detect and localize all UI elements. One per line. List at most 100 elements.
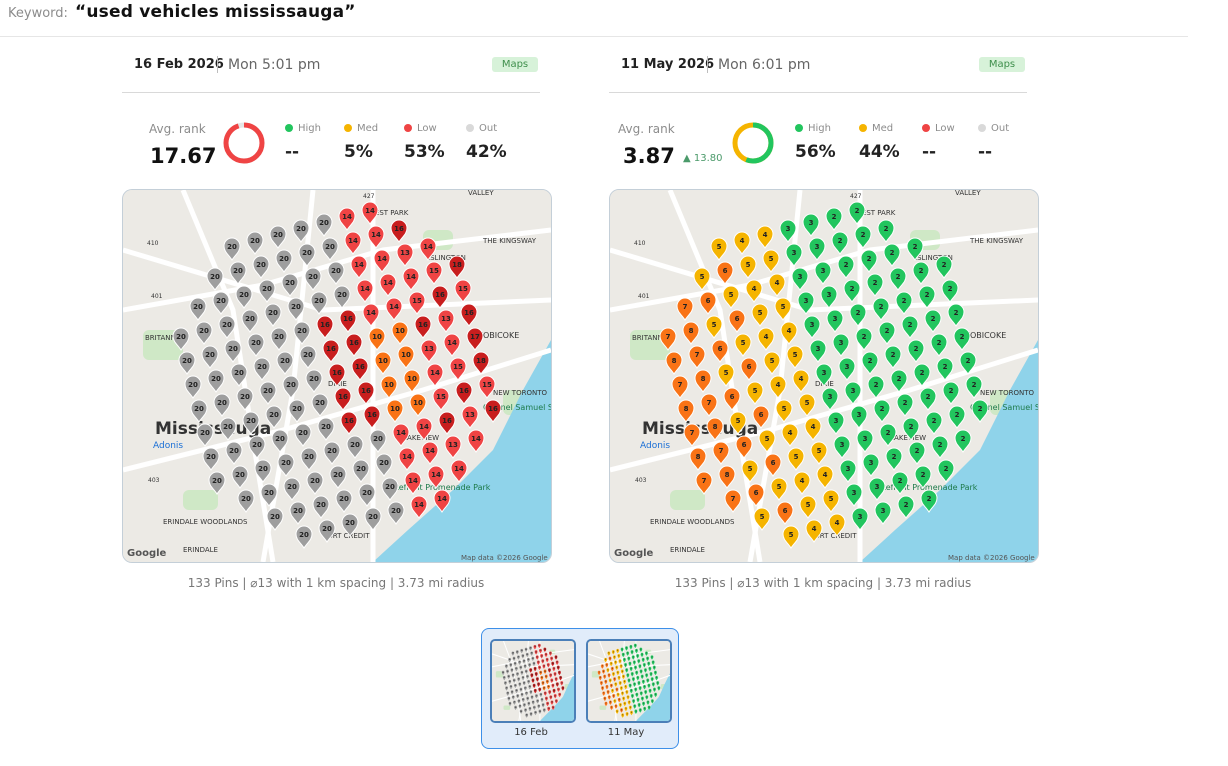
rank-pin[interactable]: 5 (775, 399, 793, 423)
rank-pin[interactable]: 10 (541, 680, 545, 686)
rank-pin[interactable]: 10 (374, 351, 392, 375)
rank-pin[interactable]: 14 (392, 423, 410, 447)
rank-pin[interactable]: 3 (845, 483, 863, 507)
rank-pin[interactable]: 14 (534, 650, 538, 655)
rank-pin[interactable]: 7 (700, 393, 718, 417)
rank-pin[interactable]: 20 (195, 321, 213, 345)
rank-pin[interactable]: 20 (513, 683, 518, 689)
rank-pin[interactable]: 20 (321, 237, 339, 261)
rank-pin[interactable]: 2 (843, 279, 861, 303)
rank-pin[interactable]: 2 (877, 219, 895, 243)
rank-pin[interactable]: 20 (306, 471, 324, 495)
rank-pin[interactable]: 3 (802, 213, 820, 237)
rank-map[interactable]: Mississauga ETOBICOKE THE KINGSWAY VALLEY WE… (609, 189, 1039, 563)
rank-pin[interactable]: 6 (615, 687, 619, 693)
rank-pin[interactable]: 2 (639, 691, 643, 697)
rank-pin[interactable]: 2 (643, 668, 648, 674)
rank-pin[interactable]: 14 (547, 706, 551, 712)
rank-pin[interactable]: 13 (544, 652, 548, 658)
rank-pin[interactable]: 20 (213, 393, 231, 417)
rank-pin[interactable]: 2 (959, 351, 977, 375)
rank-pin[interactable]: 20 (510, 668, 514, 674)
rank-pin[interactable]: 3 (630, 693, 635, 699)
rank-pin[interactable]: 20 (530, 695, 534, 701)
rank-pin[interactable]: 20 (522, 659, 526, 665)
rank-pin[interactable]: 3 (874, 501, 892, 525)
rank-pin[interactable]: 20 (523, 664, 527, 670)
rank-pin[interactable]: 20 (208, 471, 226, 495)
rank-pin[interactable]: 5 (722, 285, 740, 309)
rank-pin[interactable]: 6 (747, 483, 765, 507)
rank-pin[interactable]: 20 (504, 686, 509, 692)
rank-pin[interactable]: 2 (641, 701, 646, 707)
rank-pin[interactable]: 16 (414, 315, 432, 339)
rank-pin[interactable]: 2 (831, 231, 849, 255)
rank-pin[interactable]: 5 (617, 675, 621, 681)
rank-pin[interactable]: 3 (809, 339, 827, 363)
rank-pin[interactable]: 14 (338, 207, 356, 231)
rank-pin[interactable]: 15 (560, 680, 564, 686)
rank-pin[interactable]: 20 (387, 501, 405, 525)
rank-pin[interactable]: 16 (390, 219, 408, 243)
rank-pin[interactable]: 5 (739, 255, 757, 279)
rank-pin[interactable]: 20 (304, 267, 322, 291)
rank-pin[interactable]: 14 (467, 429, 485, 453)
rank-pin[interactable]: 20 (531, 656, 535, 662)
rank-pin[interactable]: 2 (931, 435, 949, 459)
rank-pin[interactable]: 16 (552, 688, 556, 694)
rank-pin[interactable]: 2 (644, 673, 649, 679)
rank-pin[interactable]: 2 (855, 327, 873, 351)
rank-pin[interactable]: 14 (533, 644, 537, 650)
rank-pin[interactable]: 20 (542, 708, 546, 714)
rank-pin[interactable]: 20 (317, 417, 335, 441)
rank-pin[interactable]: 2 (640, 652, 644, 658)
rank-pin[interactable]: 6 (735, 435, 753, 459)
rank-pin[interactable]: 6 (610, 666, 614, 672)
rank-pin[interactable]: 2 (630, 650, 634, 655)
rank-pin[interactable]: 6 (609, 683, 614, 689)
rank-pin[interactable]: 2 (645, 656, 650, 662)
rank-pin[interactable]: 20 (184, 375, 202, 399)
rank-pin[interactable]: 7 (659, 327, 677, 351)
rank-pin[interactable]: 20 (276, 351, 294, 375)
rank-pin[interactable]: 4 (781, 423, 799, 447)
rank-pin[interactable]: 4 (757, 327, 775, 351)
rank-pin[interactable]: 14 (373, 249, 391, 273)
rank-pin[interactable]: 20 (310, 291, 328, 315)
rank-pin[interactable]: 10 (540, 675, 544, 681)
rank-pin[interactable]: 2 (629, 644, 633, 650)
rank-pin[interactable]: 2 (941, 279, 959, 303)
rank-pin[interactable]: 2 (919, 387, 937, 411)
rank-pin[interactable]: 14 (385, 297, 403, 321)
rank-pin[interactable]: 2 (878, 321, 896, 345)
rank-pin[interactable]: 4 (805, 519, 823, 543)
rank-pin[interactable]: 6 (608, 656, 612, 662)
rank-pin[interactable]: 3 (629, 688, 633, 694)
rank-pin[interactable]: 6 (607, 673, 611, 679)
rank-pin[interactable]: 14 (404, 471, 422, 495)
rank-pin[interactable]: 20 (247, 333, 265, 357)
rank-pin[interactable]: 4 (745, 279, 763, 303)
rank-pin[interactable]: 2 (879, 423, 897, 447)
rank-pin[interactable]: 3 (833, 435, 851, 459)
rank-pin[interactable]: 20 (507, 696, 511, 702)
rank-pin[interactable]: 7 (609, 705, 614, 711)
rank-pin[interactable]: 13 (444, 435, 462, 459)
rank-pin[interactable]: 4 (616, 670, 620, 676)
rank-pin[interactable]: 3 (623, 662, 628, 668)
rank-pin[interactable]: 2 (652, 665, 656, 671)
rank-pin[interactable]: 2 (896, 393, 914, 417)
rank-pin[interactable]: 20 (358, 483, 376, 507)
rank-pin[interactable]: 15 (551, 683, 555, 689)
rank-pin[interactable]: 5 (762, 249, 780, 273)
rank-pin[interactable]: 20 (299, 345, 317, 369)
rank-pin[interactable]: 15 (408, 291, 426, 315)
rank-pin[interactable]: 16 (340, 411, 358, 435)
rank-pin[interactable]: 4 (733, 231, 751, 255)
rank-pin[interactable]: 20 (229, 261, 247, 285)
rank-pin[interactable]: 5 (774, 297, 792, 321)
rank-pin[interactable]: 20 (539, 692, 543, 698)
rank-pin[interactable]: 14 (553, 671, 557, 677)
rank-pin[interactable]: 5 (799, 495, 817, 519)
rank-pin[interactable]: 20 (519, 709, 523, 715)
